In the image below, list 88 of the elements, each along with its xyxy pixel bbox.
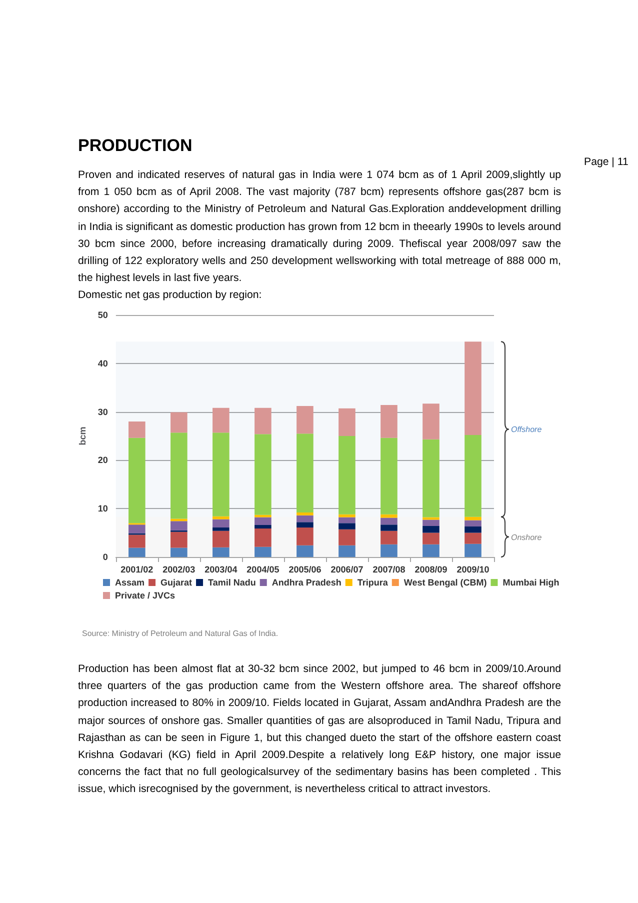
y-tick-label: 10 xyxy=(98,504,108,514)
bar xyxy=(338,523,356,530)
legend-label: Tamil Nadu xyxy=(208,578,256,588)
legend-label: West Bengal (CBM) xyxy=(404,578,487,588)
bar xyxy=(380,518,398,525)
bar xyxy=(464,435,482,517)
bar xyxy=(296,522,314,528)
bar xyxy=(380,514,398,518)
x-tick-label: 2005/06 xyxy=(288,564,322,574)
bar xyxy=(422,544,440,557)
bar xyxy=(128,534,146,548)
bar xyxy=(128,548,146,557)
band-label: Onshore xyxy=(510,532,542,542)
band-label: Offshore xyxy=(510,425,542,434)
legend-label: Assam xyxy=(115,578,145,588)
bar xyxy=(422,404,440,440)
bar xyxy=(254,408,272,434)
y-tick-label: 40 xyxy=(98,358,108,368)
bar xyxy=(170,548,188,557)
bar xyxy=(128,438,146,524)
bar xyxy=(296,515,314,522)
chart-title: PRODUCTION xyxy=(78,136,192,156)
bar xyxy=(380,530,398,544)
x-tick-label: 2003/04 xyxy=(204,564,238,574)
bar xyxy=(212,432,230,516)
bar xyxy=(254,546,272,557)
bar xyxy=(338,408,356,436)
legend-label: Tripura xyxy=(357,578,389,588)
bar xyxy=(464,520,482,527)
bar xyxy=(422,532,440,544)
bar xyxy=(464,544,482,557)
y-tick-label: 50 xyxy=(98,310,108,320)
y-tick-label: 30 xyxy=(98,406,108,417)
bar xyxy=(212,547,230,557)
bar xyxy=(212,519,230,528)
bar xyxy=(296,545,314,557)
y-axis-title: bcm xyxy=(78,426,88,446)
bar xyxy=(338,529,356,546)
legend-label: Mumbai High xyxy=(502,578,560,588)
bar xyxy=(170,521,188,530)
source-note: Source: Ministry of Petroleum and Natural Gas of India. xyxy=(82,629,278,638)
chart-subtitle: Domestic net gas production by region: xyxy=(78,289,262,301)
bar xyxy=(464,526,482,533)
bar xyxy=(170,412,188,433)
x-tick-label: 2008/09 xyxy=(414,564,448,574)
bar xyxy=(254,525,272,528)
x-tick-label: 2006/07 xyxy=(330,564,364,574)
legend-label: Private / JVCs xyxy=(115,590,176,600)
bar xyxy=(170,532,188,548)
bar xyxy=(212,527,230,531)
bar xyxy=(380,438,398,514)
bar xyxy=(128,421,146,438)
bar xyxy=(128,524,146,534)
bar xyxy=(296,434,314,512)
bar xyxy=(254,517,272,526)
bar xyxy=(254,434,272,515)
bar xyxy=(254,514,272,518)
bar xyxy=(296,512,314,516)
bar xyxy=(296,406,314,434)
bar xyxy=(296,527,314,546)
legend-label: Andhra Pradesh xyxy=(272,578,342,588)
bar xyxy=(380,544,398,557)
x-tick-label: 2009/10 xyxy=(456,564,490,574)
text: Proven and indicated reserves of natural gas in India were 1 074 bcm as of 1 April 2009,slightly up from 1 050 bcm as of April 2008. The vast majority (787 bcm) represents offshore gas(287 bcm is onshore) according to the Ministry of Petroleum and Natural Gas.Exploration anddevelopment drilling in India is significant as domestic production has grown from 12 bcm in theearly 1990s to levels around 30 bcm since 2000, before increasing dramatically during 2009. Thefiscal year 2008/097 saw the drilling of 122 exploratory wells and 250 development wellsworking with total metreage of 888 000 m, the highest levels in last five years. xyxy=(78,168,561,286)
bar xyxy=(170,432,188,519)
x-tick-label: 2007/08 xyxy=(372,564,406,574)
bar xyxy=(338,436,356,514)
x-tick-label: 2004/05 xyxy=(246,564,280,574)
x-tick-label: 2002/03 xyxy=(162,564,196,574)
x-tick-label: 2001/02 xyxy=(120,564,154,574)
bar xyxy=(380,405,398,438)
bar xyxy=(254,528,272,547)
y-tick-label: 0 xyxy=(102,552,108,562)
legend-label: Gujarat xyxy=(160,578,192,588)
bar xyxy=(464,342,482,436)
bar xyxy=(422,526,440,533)
bar xyxy=(338,517,356,524)
text: Production has been almost flat at 30-32 bcm since 2002, but jumped to 46 bcm in 2009/10.Around three quarters of the gas production came from the Western offshore area. The shareof offshore production increased to 80% in 2009/10. Fields located in Gujarat, Assam andAndhra Pradesh are the major sources of onshore gas. Smaller quantities of gas are alsoproduced in Tamil Nadu, Tripura and Rajasthan as can be seen in Figure 1, but this changed dueto the start of the offshore eastern coast Krishna Godavari (KG) field in April 2009.Despite a relatively long E&P history, one major issue concerns the fact that no full geologicalsurvey of the sedimentary basins has been completed . This issue, which isrecognised by the government, is nevertheless critical to attract investors. xyxy=(78,662,561,798)
bar xyxy=(422,439,440,518)
bar xyxy=(422,520,440,526)
bar xyxy=(338,545,356,557)
text: Page | 11 xyxy=(584,156,628,168)
bar xyxy=(464,532,482,544)
bar xyxy=(338,514,356,518)
bar xyxy=(380,524,398,531)
bar xyxy=(212,530,230,548)
y-tick-label: 20 xyxy=(98,455,108,466)
bar xyxy=(212,408,230,433)
